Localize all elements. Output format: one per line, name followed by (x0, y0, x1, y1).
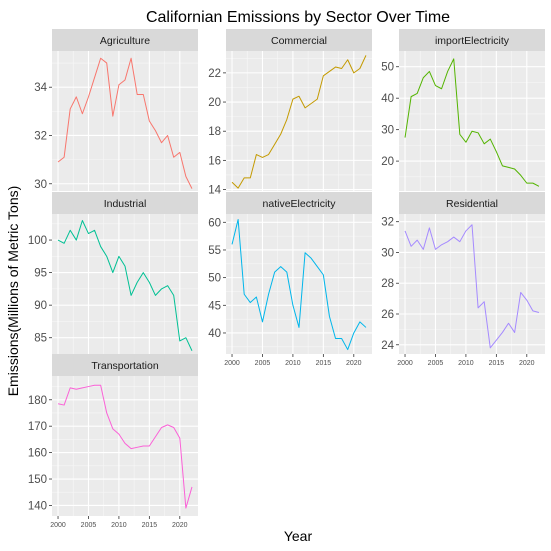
x-tick-label: 2000 (397, 360, 413, 367)
facet-strip-label-transportation: Transportation (91, 360, 158, 372)
y-tick-label: 32 (34, 130, 47, 142)
x-tick-label: 2015 (142, 522, 158, 529)
facet-strip-label-native-electricity: nativeElectricity (263, 198, 337, 210)
y-tick-label: 18 (208, 126, 221, 138)
series-line-agriculture (57, 57, 193, 189)
y-tick-label: 160 (28, 448, 47, 460)
facet-residential: Residential 24 26 28 30 32 2000 2005 2010 2015 202… (381, 192, 545, 367)
x-tick-label: 2020 (346, 360, 362, 367)
x-tick-label: 2005 (255, 360, 271, 367)
x-tick-label: 2005 (428, 360, 444, 367)
facet-transportation: Transportation 140 150 160 170 180 2000 2005 201… (28, 354, 198, 529)
facet-import-electricity: importElectricity 20 30 40 50 (381, 29, 545, 191)
y-tick-label: 40 (381, 93, 394, 105)
facet-panel-import-electricity (399, 51, 545, 191)
facet-industrial: Industrial 85 90 95 100 (28, 192, 198, 354)
y-tick-label: 50 (208, 273, 221, 285)
y-tick-label: 150 (28, 474, 47, 486)
y-tick-label: 45 (208, 300, 221, 312)
facet-strip-label-residential: Residential (446, 198, 498, 210)
y-tick-label: 30 (34, 179, 47, 191)
facet-panels: Agriculture 30 32 34 Commercial 14 16 18 20 22 imp… (28, 29, 545, 529)
series-line-native-electricity (231, 219, 367, 351)
facet-strip-label-industrial: Industrial (104, 198, 147, 210)
facet-strip-agriculture (52, 29, 198, 51)
y-tick-label: 40 (208, 328, 221, 340)
facet-panel-transportation (52, 376, 198, 516)
x-tick-label: 2005 (81, 522, 97, 529)
x-axis-title: Year (284, 528, 313, 544)
facet-panel-commercial (226, 51, 372, 191)
y-tick-label: 140 (28, 500, 47, 512)
facet-strip-label-agriculture: Agriculture (100, 35, 150, 47)
x-tick-label: 2000 (50, 522, 66, 529)
series-line-transportation (57, 384, 193, 509)
y-tick-label: 22 (208, 68, 221, 80)
series-line-commercial (231, 55, 367, 189)
facet-strip-industrial (52, 192, 198, 214)
facet-strip-commercial (226, 29, 372, 51)
facet-strip-label-commercial: Commercial (271, 35, 327, 47)
x-tick-label: 2015 (489, 360, 505, 367)
y-tick-label: 24 (381, 340, 394, 352)
y-tick-label: 20 (381, 156, 394, 168)
y-tick-label: 85 (34, 333, 47, 345)
y-tick-label: 28 (381, 278, 394, 290)
y-tick-label: 30 (381, 247, 394, 259)
facet-commercial: Commercial 14 16 18 20 22 (208, 29, 372, 197)
x-tick-label: 2020 (172, 522, 188, 529)
facet-strip-native-electricity (226, 192, 372, 214)
y-tick-label: 60 (208, 217, 221, 229)
y-tick-label: 180 (28, 395, 47, 407)
y-tick-label: 32 (381, 217, 394, 229)
series-line-residential (404, 224, 540, 349)
facet-panel-native-electricity (226, 214, 372, 354)
y-tick-label: 170 (28, 421, 47, 433)
x-tick-label: 2010 (458, 360, 474, 367)
facet-panel-agriculture (52, 51, 198, 191)
facet-panel-residential (399, 214, 545, 354)
x-tick-label: 2010 (285, 360, 301, 367)
x-tick-label: 2000 (224, 360, 240, 367)
x-tick-label: 2015 (316, 360, 332, 367)
x-tick-label: 2010 (111, 522, 127, 529)
y-tick-label: 20 (208, 97, 221, 109)
y-tick-label: 26 (381, 309, 394, 321)
chart-title: Californian Emissions by Sector Over Tim… (146, 9, 450, 26)
facet-agriculture: Agriculture 30 32 34 (34, 29, 198, 191)
y-tick-label: 16 (208, 155, 221, 167)
y-tick-label: 14 (208, 185, 221, 197)
y-tick-label: 100 (28, 235, 47, 247)
y-axis-title: Emissions(Millions of Metric Tons) (5, 186, 21, 397)
y-tick-label: 55 (208, 245, 221, 257)
y-tick-label: 50 (381, 62, 394, 74)
facet-panel-industrial (52, 214, 198, 354)
y-tick-label: 90 (34, 300, 47, 312)
y-tick-label: 95 (34, 268, 47, 280)
facet-native-electricity: nativeElectricity 40 45 50 55 60 2000 2005 2010 2… (208, 192, 372, 367)
facet-strip-label-import-electricity: importElectricity (435, 35, 510, 47)
x-tick-label: 2020 (519, 360, 535, 367)
facet-strip-import-electricity (399, 29, 545, 51)
facet-strip-residential (399, 192, 545, 214)
facet-strip-transportation (52, 354, 198, 376)
series-line-import-electricity (404, 58, 540, 187)
y-tick-label: 34 (34, 82, 47, 94)
series-line-industrial (57, 220, 193, 351)
y-tick-label: 30 (381, 125, 394, 137)
